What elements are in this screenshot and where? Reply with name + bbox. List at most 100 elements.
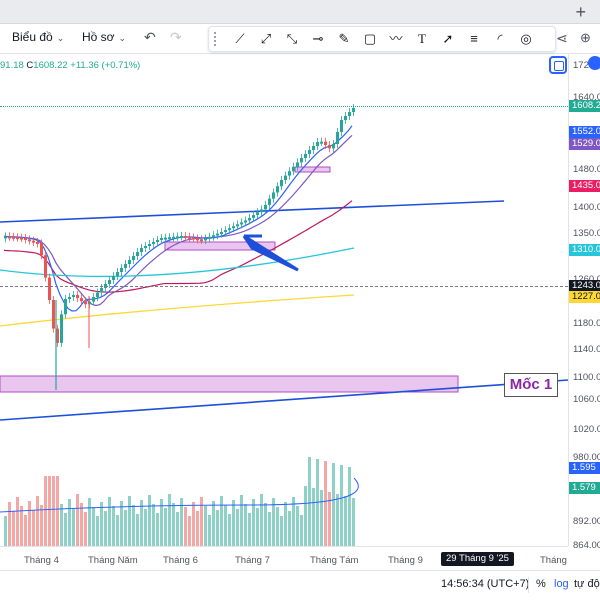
text-tool-icon[interactable]: T (418, 31, 426, 46)
volume-bar (64, 513, 67, 546)
volume-bar (340, 465, 343, 546)
candle-body (92, 297, 95, 302)
volume-bar (192, 502, 195, 546)
extended-line-icon[interactable]: ⤡ (286, 31, 298, 46)
candle-body (4, 236, 7, 239)
candle-body (336, 132, 339, 144)
volume-bar (200, 497, 203, 546)
chart-menu-button[interactable]: Biểu đồ ⌄ (12, 30, 64, 44)
chart-menu-label: Biểu đồ (12, 30, 53, 44)
volume-bar (56, 476, 59, 546)
volume-ma-line (0, 477, 359, 513)
candle-body (344, 116, 347, 120)
volume-bar (16, 497, 19, 546)
price-tick: 1020.00 (573, 424, 600, 435)
ray-icon[interactable]: ⤢ (260, 31, 272, 46)
price-label: 1435.00 (569, 180, 600, 192)
candle-body (8, 236, 11, 239)
candle-body (312, 146, 315, 150)
price-tick: 1060.00 (573, 394, 600, 405)
price-tick: 1400.00 (573, 202, 600, 213)
log-toggle[interactable]: log (554, 578, 569, 590)
volume-bar (108, 497, 111, 546)
redo-icon[interactable]: ↷ (170, 29, 182, 45)
price-chart[interactable] (0, 54, 568, 546)
candle-body (24, 238, 27, 240)
new-tab-icon[interactable]: + (575, 2, 586, 22)
clock-label[interactable]: 14:56:34 (UTC+7) (441, 578, 530, 590)
volume-bar (120, 501, 123, 546)
volume-bar (236, 509, 239, 546)
candle-body (120, 268, 123, 272)
drag-handle-icon[interactable] (213, 31, 217, 47)
candle-body (208, 236, 211, 239)
candle-body (168, 237, 171, 240)
volume-bar (68, 499, 71, 546)
candle-body (332, 144, 335, 149)
volume-bar (332, 463, 335, 546)
arrow-annotation (242, 234, 299, 272)
candle-body (144, 246, 147, 248)
ma-teal-line (0, 247, 355, 278)
arrow-tool-icon[interactable]: ➚ (442, 31, 454, 46)
volume-bar (4, 516, 7, 546)
auto-scale-toggle[interactable]: tự động (574, 578, 600, 590)
volume-bar (96, 516, 99, 546)
candle-body (140, 248, 143, 252)
price-tick: 1140.00 (573, 344, 600, 355)
chevron-down-icon: ⌄ (118, 33, 127, 43)
volume-bar (348, 467, 351, 546)
volume-bar (344, 496, 347, 546)
divider (528, 577, 529, 593)
candle-body (44, 255, 47, 278)
volume-bar (60, 504, 63, 546)
candle-body (160, 238, 163, 240)
settings-icon[interactable]: ⊕ (580, 30, 591, 45)
candle-body (244, 220, 247, 223)
candle-body (180, 236, 183, 238)
milestone-label[interactable]: Mốc 1 (504, 373, 558, 397)
profile-menu-button[interactable]: Hồ sơ ⌄ (82, 30, 126, 44)
candle-body (316, 142, 319, 146)
volume-bar (76, 494, 79, 546)
price-scale[interactable]: 1720.001640.001560.001480.001400.001350.… (568, 54, 600, 551)
candle-body (320, 141, 323, 144)
candle-body (148, 244, 151, 246)
share-icon[interactable]: ⋖ (556, 30, 568, 46)
candle-body (124, 264, 127, 268)
volume-bar (188, 516, 191, 546)
volume-bar (324, 461, 327, 546)
target-icon[interactable]: ◎ (520, 31, 532, 46)
candle-body (96, 292, 99, 298)
candle-body (304, 154, 307, 158)
trend-line-icon[interactable]: ⟋ (235, 31, 245, 46)
candle-body (52, 300, 55, 329)
volume-bar (220, 496, 223, 546)
percent-toggle[interactable]: % (536, 578, 546, 590)
arc-icon[interactable]: ◜ (497, 31, 503, 46)
status-bar: 14:56:34 (UTC+7) % log tự động (0, 570, 600, 600)
horizontal-ray-icon[interactable]: ⊸ (312, 31, 324, 46)
candle-body (84, 301, 87, 305)
candle-body (220, 232, 223, 234)
time-tick: Tháng Năm (88, 555, 138, 566)
volume-bar (328, 492, 331, 546)
brush-icon[interactable]: ✎ (338, 31, 350, 46)
volume-bar (240, 495, 243, 546)
candle-body (216, 233, 219, 236)
candle-body (268, 198, 271, 205)
volume-bar (160, 499, 163, 546)
candle-body (64, 299, 67, 315)
snapshot-button[interactable] (549, 56, 567, 74)
volume-bar (308, 457, 311, 546)
volume-bar (116, 515, 119, 546)
undo-icon[interactable]: ↶ (144, 29, 156, 45)
rectangle-icon[interactable]: ▢ (363, 31, 377, 46)
price-label: 1.595 (569, 462, 600, 474)
path-icon[interactable]: 〰 (389, 31, 403, 46)
volume-bar (100, 502, 103, 546)
time-axis[interactable]: 29 Tháng 9 '25 Tháng 4 Tháng Năm Tháng 6 Th… (0, 546, 568, 570)
volume-bar (112, 506, 115, 546)
fib-retracement-icon[interactable]: ≡ (470, 31, 478, 46)
price-label: 1608.22 (569, 100, 600, 112)
